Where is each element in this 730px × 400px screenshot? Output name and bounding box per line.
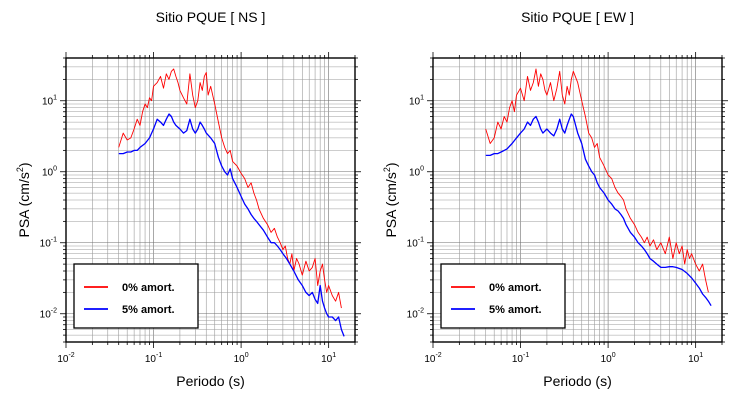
legend-box [440,263,566,329]
legend-label: 5% amort. [489,304,542,316]
x-tick-label: 101 [321,352,336,365]
x-tick-label: 100 [601,352,616,365]
legend: 0% amort. 5% amort. [440,263,566,329]
x-tick-label: 101 [688,352,703,365]
x-tick-label: 10-1 [512,352,529,365]
legend-label: 0% amort. [489,282,542,294]
y-axis-label: PSA (cm/s2) [382,162,399,237]
x-tick-label: 10-1 [145,352,162,365]
x-axis-label: Periodo (s) [543,373,611,389]
y-tick-label: 100 [42,166,57,179]
legend-box [73,263,199,329]
series-line-zero-damping [118,68,342,309]
chart-title: Sitio PQUE [ NS ] [156,9,266,25]
x-axis-label: Periodo (s) [176,373,244,389]
chart-title: Sitio PQUE [ EW ] [521,9,634,25]
series-line-five-damping [118,113,345,337]
plot-frame [65,57,356,343]
chart-panel-1: 10-2 10-1 100 101 10-2 10-1 100 101 Sitio PQUE [… [382,9,728,389]
y-tick-label: 101 [409,95,424,108]
plot-frame [432,57,723,343]
y-axis-label: PSA (cm/s2) [15,162,32,237]
legend-label: 0% amort. [122,282,175,294]
y-tick-label: 10-1 [407,237,424,250]
series-line-five-damping [485,113,712,307]
y-tick-label: 101 [42,95,57,108]
x-tick-label: 100 [234,352,249,365]
x-tick-label: 10-2 [57,352,74,365]
y-tick-label: 10-2 [40,308,57,321]
legend-label: 5% amort. [122,304,175,316]
y-tick-label: 10-2 [407,308,424,321]
chart-panel-0: 10-2 10-1 100 101 10-2 10-1 100 101 Sitio PQUE [… [15,9,361,389]
x-tick-label: 10-2 [424,352,441,365]
y-tick-label: 100 [409,166,424,179]
legend: 0% amort. 5% amort. [73,263,199,329]
series-line-zero-damping [485,68,709,293]
y-tick-label: 10-1 [40,237,57,250]
